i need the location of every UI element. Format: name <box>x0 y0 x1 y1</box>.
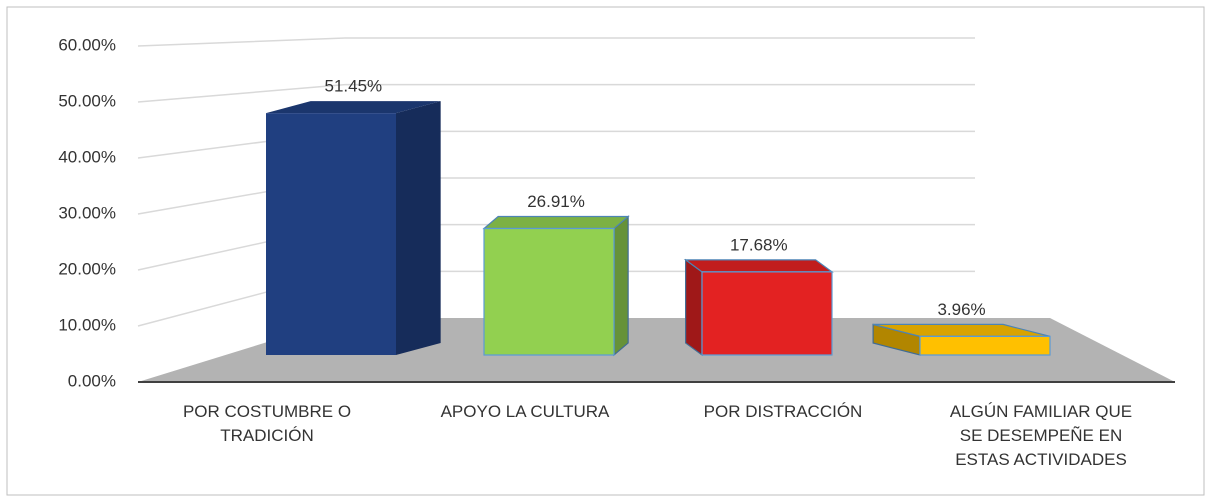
value-label: 17.68% <box>730 235 788 254</box>
value-label: 51.45% <box>324 77 382 96</box>
grid-line <box>137 83 975 103</box>
bar-top <box>266 101 441 114</box>
bar-side <box>613 215 629 357</box>
y-tick-label: 0.00% <box>68 371 116 390</box>
x-tick-label: APOYO LA CULTURA <box>440 402 610 421</box>
bar <box>266 101 441 355</box>
bar-front <box>266 113 396 355</box>
y-tick-label: 60.00% <box>58 35 116 54</box>
bar-top <box>482 215 630 230</box>
bar-front <box>919 335 1051 356</box>
bar-side <box>396 101 441 355</box>
y-tick-label: 20.00% <box>58 259 116 278</box>
y-tick-label: 50.00% <box>58 91 116 110</box>
bar <box>872 323 1051 356</box>
bar-front <box>701 271 833 356</box>
bar-front <box>483 227 615 356</box>
grid-line <box>137 37 975 47</box>
x-tick-label: POR DISTRACCIÓN <box>703 402 863 421</box>
y-tick-label: 40.00% <box>58 147 116 166</box>
y-tick-label: 10.00% <box>58 315 116 334</box>
bar-top <box>683 259 834 273</box>
x-tick-label: POR COSTUMBRE O TRADICIÓN <box>182 402 352 445</box>
bar <box>683 258 834 357</box>
bar <box>482 215 630 357</box>
x-tick-label: ALGÚN FAMILIAR QUE SE DESEMPEÑE EN ESTAS… <box>949 402 1133 469</box>
y-tick-label: 30.00% <box>58 203 116 222</box>
value-label: 26.91% <box>527 192 585 211</box>
bar-side <box>685 258 703 357</box>
value-label: 3.96% <box>937 300 985 319</box>
